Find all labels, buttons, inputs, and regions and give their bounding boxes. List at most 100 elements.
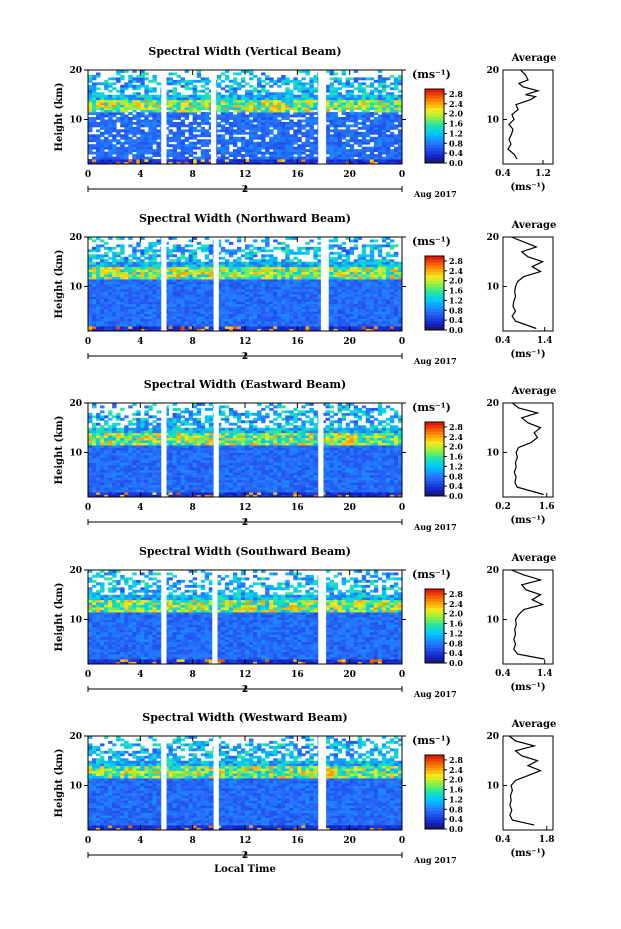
heatmap-cell bbox=[124, 99, 129, 103]
x-tick-label: 12 bbox=[239, 170, 252, 180]
heatmap-cell bbox=[393, 276, 399, 280]
heatmap-cell bbox=[104, 82, 109, 86]
heatmap-cell bbox=[301, 141, 306, 145]
heatmap-cell bbox=[325, 156, 330, 160]
heatmap-cell bbox=[96, 276, 101, 280]
heatmap-cell bbox=[152, 264, 157, 268]
heatmap-cell bbox=[397, 151, 403, 155]
heatmap-cell bbox=[381, 303, 387, 307]
heatmap-cell bbox=[397, 261, 403, 265]
heatmap-cell bbox=[353, 104, 359, 108]
heatmap-cell bbox=[132, 328, 137, 332]
heatmap-cell bbox=[96, 326, 101, 329]
heatmap-cell bbox=[144, 264, 149, 268]
heatmap-cell bbox=[172, 107, 177, 110]
heatmap-cell bbox=[192, 134, 198, 138]
heatmap-cell bbox=[116, 161, 121, 165]
heatmap-cell bbox=[92, 134, 97, 138]
heatmap-cell bbox=[240, 288, 246, 292]
heatmap-cell bbox=[357, 298, 363, 302]
heatmap-cell bbox=[172, 269, 177, 273]
heatmap-cell bbox=[257, 321, 262, 324]
heatmap-cell bbox=[192, 271, 198, 275]
heatmap-cell bbox=[377, 249, 383, 253]
heatmap-cell bbox=[152, 126, 157, 130]
heatmap-cell bbox=[140, 321, 145, 324]
heatmap-cell bbox=[136, 293, 141, 297]
heatmap-cell bbox=[120, 154, 125, 157]
heatmap-cell bbox=[108, 266, 113, 270]
heatmap-cell bbox=[365, 259, 371, 263]
heatmap-cell bbox=[236, 72, 242, 76]
heatmap-cell bbox=[345, 141, 351, 145]
heatmap-cell bbox=[116, 321, 121, 324]
heatmap-cell bbox=[228, 326, 234, 329]
colorbar-unit: (ms⁻¹) bbox=[412, 68, 451, 81]
heatmap-cell bbox=[309, 119, 314, 123]
heatmap-cell bbox=[140, 161, 145, 165]
heatmap-cell bbox=[361, 146, 367, 150]
heatmap-cell bbox=[224, 149, 230, 153]
heatmap-cell bbox=[148, 254, 153, 258]
heatmap-cell bbox=[112, 321, 117, 324]
heatmap-cell bbox=[337, 288, 343, 292]
heatmap-cell bbox=[361, 323, 367, 327]
heatmap-cell bbox=[341, 156, 347, 160]
heatmap-cell bbox=[281, 131, 286, 135]
heatmap-cell bbox=[357, 321, 363, 324]
heatmap-cell bbox=[301, 323, 306, 327]
heatmap-cell bbox=[108, 117, 113, 120]
heatmap-cell bbox=[140, 323, 145, 327]
heatmap-cell bbox=[140, 261, 145, 265]
heatmap-cell bbox=[88, 321, 93, 324]
heatmap-cell bbox=[188, 254, 194, 258]
heatmap-cell bbox=[124, 149, 129, 153]
heatmap-cell bbox=[112, 286, 117, 290]
heatmap-cell bbox=[245, 119, 250, 123]
heatmap-cell bbox=[108, 161, 113, 165]
heatmap-cell bbox=[124, 326, 129, 329]
heatmap-cell bbox=[249, 293, 254, 297]
heatmap-cell bbox=[112, 303, 117, 307]
heatmap-cell bbox=[216, 244, 222, 248]
heatmap-cell bbox=[385, 92, 391, 96]
heatmap-cell bbox=[313, 249, 318, 253]
heatmap-cell bbox=[393, 266, 399, 270]
heatmap-cell bbox=[92, 293, 97, 297]
heatmap-cell bbox=[269, 269, 274, 273]
heatmap-cell bbox=[124, 82, 129, 86]
heatmap-cell bbox=[108, 328, 113, 332]
heatmap-cell bbox=[192, 323, 198, 327]
heatmap-cell bbox=[317, 266, 322, 270]
heatmap-cell bbox=[257, 94, 262, 98]
heatmap-cell bbox=[301, 104, 306, 108]
heatmap-cell bbox=[293, 139, 298, 143]
heatmap-cell bbox=[369, 259, 375, 263]
heatmap-cell bbox=[180, 288, 186, 292]
heatmap-cell bbox=[100, 296, 105, 300]
heatmap-cell bbox=[385, 107, 391, 110]
heatmap-cell bbox=[132, 70, 137, 73]
heatmap-cell bbox=[257, 102, 262, 106]
heatmap-cell bbox=[353, 154, 359, 157]
heatmap-cell bbox=[253, 274, 258, 277]
heatmap-cell bbox=[269, 161, 274, 165]
heatmap-cell bbox=[204, 244, 210, 248]
heatmap-cell bbox=[208, 246, 214, 250]
heatmap-cell bbox=[144, 144, 149, 148]
heatmap-cell bbox=[393, 159, 399, 162]
heatmap-cell bbox=[156, 308, 161, 312]
heatmap-cell bbox=[124, 288, 129, 292]
heatmap-cell bbox=[333, 151, 338, 155]
heatmap-cell bbox=[128, 131, 133, 135]
heatmap-cell bbox=[124, 291, 129, 295]
heatmap-cell bbox=[204, 281, 210, 285]
heatmap-cell bbox=[261, 109, 266, 113]
heatmap-cell bbox=[369, 82, 375, 86]
heatmap-cell bbox=[116, 276, 121, 280]
heatmap-cell bbox=[265, 102, 270, 106]
heatmap-cell bbox=[92, 326, 97, 329]
heatmap-cell bbox=[357, 293, 363, 297]
heatmap-cell bbox=[377, 323, 383, 327]
